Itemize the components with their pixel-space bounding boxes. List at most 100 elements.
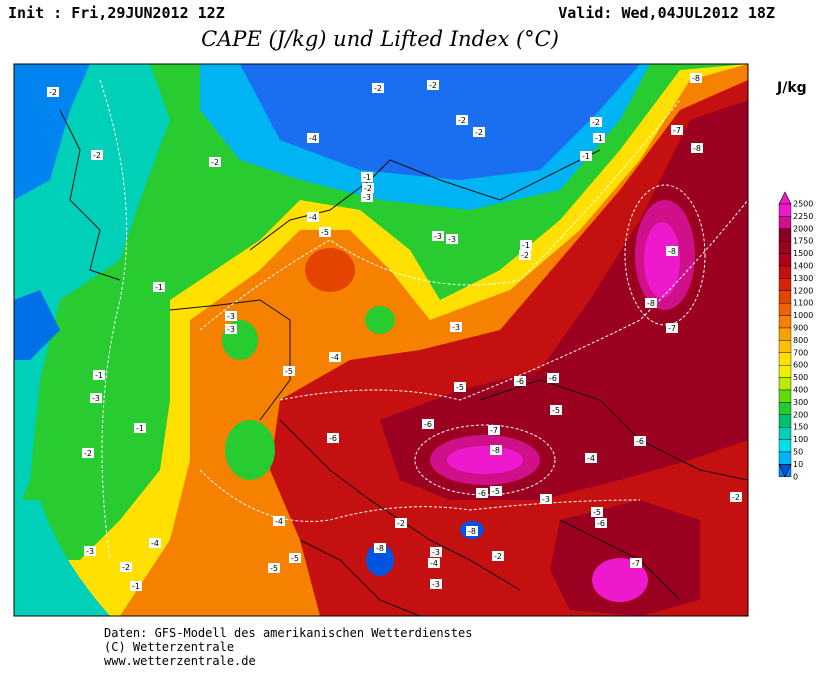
li-label: -3: [227, 312, 235, 321]
colorbar-label: 100: [793, 435, 808, 444]
colorbar-label: 1300: [793, 274, 813, 283]
field-magenta2-core: [644, 222, 680, 298]
li-label: -3: [434, 232, 442, 241]
li-label-box: [422, 419, 434, 429]
li-label: -1: [595, 134, 603, 143]
li-label-box: [430, 547, 442, 557]
li-label: -1: [522, 241, 530, 250]
li-label: -2: [122, 563, 130, 572]
li-label-box: [593, 133, 605, 143]
colorbar-cell: [778, 228, 792, 242]
li-label: -6: [478, 489, 486, 498]
li-label-box: [84, 546, 96, 556]
li-label-box: [595, 518, 607, 528]
li-label: -6: [329, 434, 337, 443]
li-label-box: [93, 370, 105, 380]
li-label-box: [120, 562, 132, 572]
li-label: -6: [549, 374, 557, 383]
li-label: -1: [155, 283, 163, 292]
colorbar-label: 1500: [793, 249, 813, 258]
li-label: -8: [468, 527, 476, 536]
map-frame: [13, 63, 749, 617]
li-label-box: [329, 352, 341, 362]
li-label-box: [645, 298, 657, 308]
li-label-box: [427, 80, 439, 90]
li-label: -5: [321, 228, 329, 237]
li-label-box: [91, 150, 103, 160]
li-label-box: [666, 323, 678, 333]
li-label: -2: [429, 81, 437, 90]
field-orange-spot: [305, 248, 355, 292]
colorbar-label: 50: [793, 448, 803, 457]
li-label: -6: [424, 420, 432, 429]
map-title: CAPE (J/kg) und Lifted Index (°C): [201, 27, 559, 51]
li-label-box: [488, 425, 500, 435]
colorbar-label: 700: [793, 348, 808, 357]
li-label-box: [428, 558, 440, 568]
li-label: -6: [597, 519, 605, 528]
field-magenta3: [592, 558, 648, 602]
li-label-box: [134, 423, 146, 433]
li-label: -2: [592, 118, 600, 127]
footer-line: Daten: GFS-Modell des amerikanischen Wet…: [104, 626, 472, 640]
li-label-box: [130, 581, 142, 591]
valid-time: Valid: Wed,04JUL2012 18Z: [558, 4, 775, 22]
li-label-box: [547, 373, 559, 383]
field-magenta1-core: [447, 446, 523, 474]
li-label-box: [273, 516, 285, 526]
colorbar-cell: [778, 340, 792, 353]
colorbar-label: 2250: [793, 212, 813, 221]
li-label-box: [432, 231, 444, 241]
li-label: -4: [331, 353, 339, 362]
li-label: -2: [49, 88, 57, 97]
li-label: -4: [151, 539, 159, 548]
li-label: -4: [275, 517, 283, 526]
li-label-box: [691, 143, 703, 153]
colorbar-cell: [778, 377, 792, 391]
li-label-box: [361, 192, 373, 202]
li-label: -5: [492, 487, 500, 496]
li-label-box: [361, 172, 373, 182]
map-field: -2-2-2-4-2 -2-2-2-2-1-1-8-7-8-1-2-3-4-5 -3…: [14, 64, 748, 616]
li-label: -8: [668, 247, 676, 256]
li-label: -2: [475, 128, 483, 137]
footer-line: www.wetterzentrale.de: [104, 654, 256, 668]
colorbar-cell: [778, 265, 792, 279]
colorbar-cell: [778, 278, 792, 291]
field-green-spot2: [365, 306, 395, 334]
li-label-box: [319, 227, 331, 237]
li-label: -7: [668, 324, 676, 333]
li-label: -1: [582, 152, 590, 161]
li-label: -6: [636, 437, 644, 446]
li-label: -7: [632, 559, 640, 568]
li-labels: -2-2-2-4-2 -2-2-2-2-1-1-8-7-8-1-2-3-4-5 -3…: [47, 73, 742, 591]
li-label-box: [666, 246, 678, 256]
colorbar-cell: [778, 451, 792, 465]
field-darkred-south: [550, 500, 700, 616]
li-label: -2: [732, 493, 740, 502]
colorbar-tip: [778, 464, 792, 478]
colorbar-tip: [778, 191, 792, 205]
li-label-box: [454, 382, 466, 392]
colorbar-label: 150: [793, 423, 808, 432]
legend-unit: J/kg: [776, 80, 807, 96]
li-label: -3: [448, 235, 456, 244]
colorbar-cell: [778, 365, 792, 378]
li-label: -3: [92, 394, 100, 403]
li-label-box: [520, 240, 532, 250]
field-blue-west2: [14, 290, 60, 360]
colorbar-cell: [778, 315, 792, 329]
li-label: -2: [84, 449, 92, 458]
colorbar-label: 600: [793, 361, 808, 370]
li-label: -5: [270, 564, 278, 573]
li-label: -3: [86, 547, 94, 556]
colorbar-label: 900: [793, 324, 808, 333]
li-label: -2: [211, 158, 219, 167]
colorbar-cell: [778, 303, 792, 316]
li-label: -4: [587, 454, 595, 463]
colorbar-label: 500: [793, 373, 808, 382]
li-label: -5: [593, 508, 601, 517]
li-label: -4: [430, 559, 438, 568]
